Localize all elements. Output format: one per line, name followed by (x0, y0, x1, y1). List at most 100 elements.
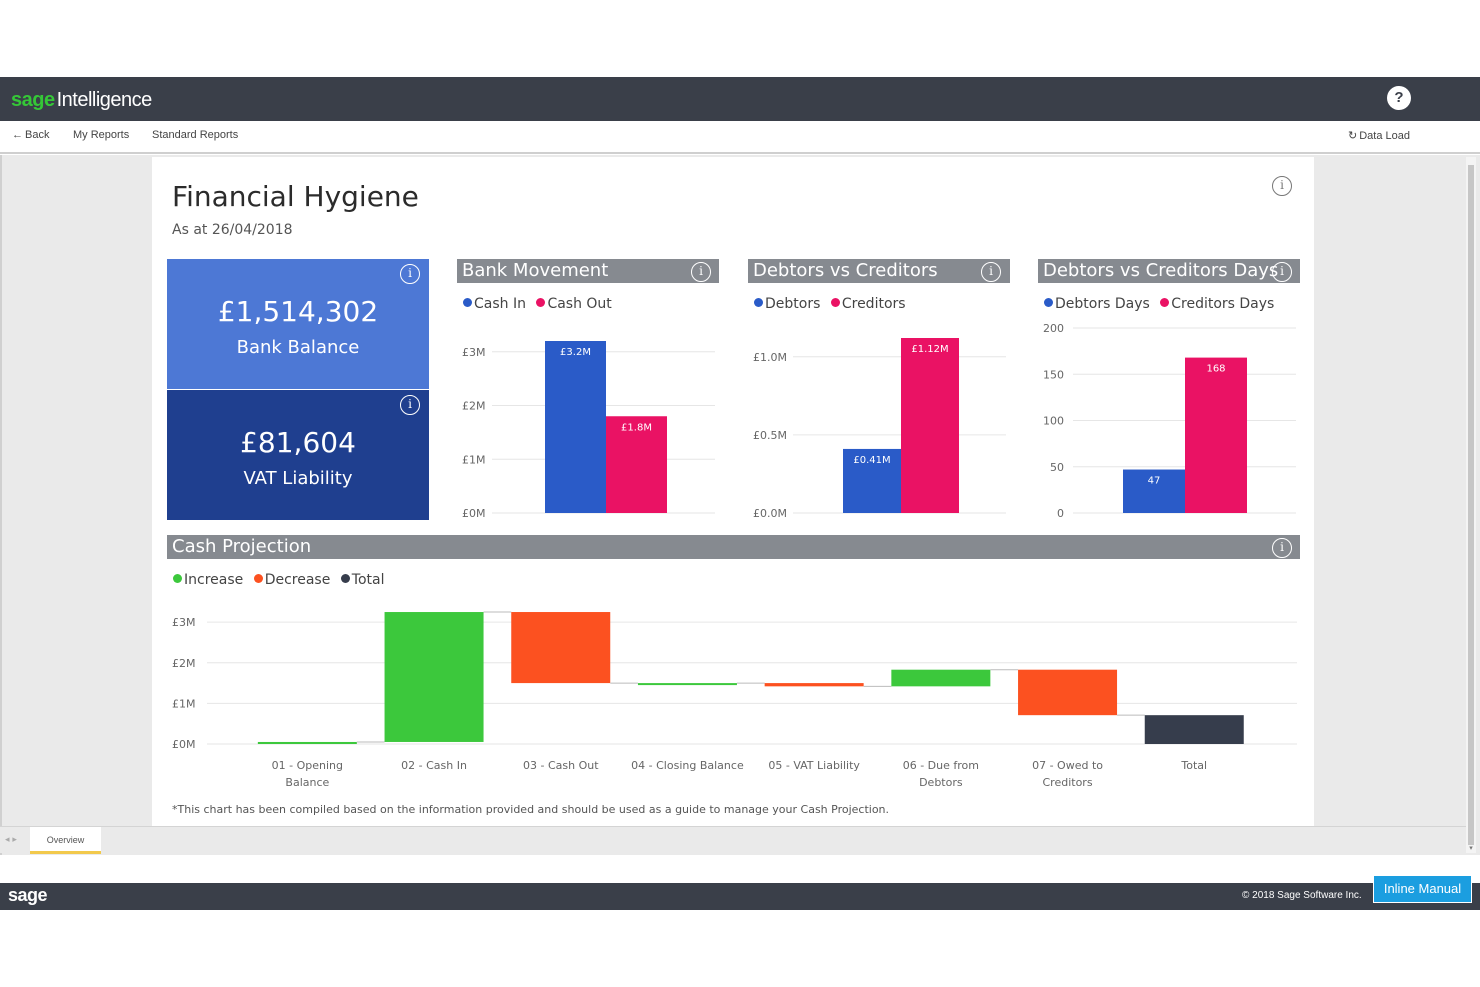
legend-label-total: Total (351, 572, 385, 588)
y-tick-label: £3M (172, 616, 196, 629)
back-link[interactable]: ← Back (12, 129, 49, 141)
x-tick-label: 03 - Cash Out (523, 759, 599, 772)
x-tick-label: 01 - Opening (272, 759, 343, 772)
back-arrow-icon: ← (12, 129, 23, 141)
nav-bar: ← Back My Reports Standard Reports ↻ Data … (0, 121, 1480, 154)
data-label-debtors: £0.41M (853, 455, 890, 466)
y-tick-label: £0.0M (753, 507, 787, 520)
bank-movement-title: Bank Movement (462, 260, 609, 281)
legend-label-debtors-days: Debtors Days (1055, 296, 1150, 312)
debtors-creditors-days-chart: 0 50 100 150 200 47 168 (1043, 322, 1296, 520)
data-label-cash-out: £1.8M (621, 422, 652, 433)
y-tick-label: 200 (1043, 322, 1064, 335)
legend-item-cash-in[interactable]: Cash In (463, 296, 526, 312)
debtors-creditors-chart: £0.0M £0.5M £1.0M £0.41M £1.12M (753, 338, 1006, 520)
brand-product: Intelligence (56, 89, 153, 111)
page-tab-strip: ◂ ▸ Overview (0, 826, 1466, 854)
legend-dot-decrease (253, 574, 263, 583)
bar-debtors (843, 448, 901, 513)
cash-projection-chart: £0M £1M £2M £3M 01 - Opening Balance 02 - Cash… (172, 611, 1297, 789)
copyright-text: © 2018 Sage Software Inc. (1242, 890, 1362, 901)
x-tick-label: 06 - Due from (903, 759, 979, 772)
cash-projection-header: Cash Projection (167, 535, 1300, 559)
legend-item-decrease[interactable]: Decrease (253, 572, 330, 588)
waterfall-bar-04-closing-balance (637, 683, 737, 686)
legend-label-creditors-days: Creditors Days (1171, 296, 1275, 312)
debtors-creditors-info-icon[interactable]: i (981, 262, 1001, 282)
bank-balance-value: £1,514,302 (217, 295, 379, 328)
legend-label-cash-out: Cash Out (547, 296, 612, 312)
legend-item-debtors[interactable]: Debtors (754, 296, 820, 312)
waterfall-bar-05-vat-liability (764, 683, 864, 687)
vat-liability-value: £81,604 (240, 426, 356, 459)
data-load-button[interactable]: ↻ Data Load (1348, 129, 1410, 142)
scrollbar-thumb[interactable] (1468, 165, 1474, 845)
x-tick-label: 02 - Cash In (401, 759, 467, 772)
legend-dot-debtors-days (1044, 298, 1053, 307)
back-label: Back (25, 129, 50, 141)
data-label-cash-in: £3.2M (560, 347, 591, 358)
y-tick-label: £0M (462, 507, 486, 520)
report-title: Financial Hygiene (172, 180, 419, 213)
bar-creditors (901, 338, 959, 513)
bank-movement-header: Bank Movement (457, 259, 719, 283)
bank-balance-info-icon[interactable]: i (400, 264, 420, 284)
legend-dot-cash-out (536, 298, 546, 307)
scroll-down-arrow-icon[interactable]: ▾ (1469, 844, 1473, 852)
legend-label-debtors: Debtors (765, 296, 821, 312)
inline-manual-button[interactable]: Inline Manual (1373, 875, 1472, 903)
brand-sage: sage (11, 89, 55, 111)
y-tick-label: £0M (172, 738, 196, 751)
y-tick-label: 0 (1057, 507, 1064, 520)
x-tick-label: Debtors (919, 776, 963, 789)
bank-movement-info-icon[interactable]: i (691, 262, 711, 282)
debtors-creditors-days-info-icon[interactable]: i (1272, 262, 1292, 282)
legend-dot-creditors (830, 298, 840, 307)
my-reports-link[interactable]: My Reports (73, 129, 130, 141)
legend-item-debtors-days[interactable]: Debtors Days (1044, 296, 1150, 312)
refresh-icon: ↻ (1348, 130, 1358, 142)
legend-item-creditors-days[interactable]: Creditors Days (1160, 296, 1274, 312)
bar-debtors-days (1123, 469, 1185, 513)
cash-projection-legend: Increase Decrease Total (173, 572, 391, 588)
report-date: As at 26/04/2018 (172, 222, 293, 238)
x-tick-label: Balance (285, 776, 329, 789)
vat-liability-info-icon[interactable]: i (400, 395, 420, 415)
bank-movement-legend: Cash In Cash Out (463, 296, 618, 312)
legend-item-increase[interactable]: Increase (173, 572, 243, 588)
tab-overview[interactable]: Overview (30, 827, 101, 854)
footer-bar: sage © 2018 Sage Software Inc. (0, 883, 1480, 910)
legend-item-creditors[interactable]: Creditors (830, 296, 906, 312)
waterfall-bar-total (1144, 715, 1244, 744)
vat-liability-tile: £81,604 VAT Liability (167, 390, 429, 520)
tab-scroll-arrows-icon[interactable]: ◂ ▸ (5, 835, 17, 845)
x-tick-label: Creditors (1043, 776, 1093, 789)
debtors-creditors-days-title: Debtors vs Creditors Days (1043, 260, 1279, 281)
cash-projection-info-icon[interactable]: i (1272, 538, 1292, 558)
waterfall-bar-02-cash-in (384, 612, 484, 742)
bank-movement-chart: £0M £1M £2M £3M £3.2M £1.8M (462, 341, 715, 520)
y-tick-label: £1.0M (753, 351, 787, 364)
x-tick-label: 07 - Owed to (1032, 759, 1103, 772)
legend-label-cash-in: Cash In (474, 296, 526, 312)
y-tick-label: £3M (462, 346, 486, 359)
legend-item-total[interactable]: Total (340, 572, 385, 588)
y-tick-label: £2M (462, 400, 486, 413)
bank-balance-label: Bank Balance (236, 337, 360, 358)
debtors-creditors-legend: Debtors Creditors (754, 296, 912, 312)
brand-logo[interactable]: sage Intelligence (11, 87, 152, 112)
vertical-scrollbar[interactable] (1466, 157, 1476, 853)
standard-reports-link[interactable]: Standard Reports (152, 129, 239, 141)
data-label-debtors-days: 47 (1148, 476, 1161, 487)
report-info-icon[interactable]: i (1272, 176, 1292, 196)
legend-item-cash-out[interactable]: Cash Out (536, 296, 612, 312)
legend-dot-cash-in (463, 298, 472, 307)
waterfall-bar-03-cash-out (511, 612, 611, 684)
bank-balance-tile: £1,514,302 Bank Balance (167, 259, 429, 389)
help-button[interactable]: ? (1387, 86, 1411, 110)
bar-cash-in (545, 341, 606, 513)
data-label-creditors-days: 168 (1206, 364, 1225, 375)
y-tick-label: £1M (172, 697, 196, 710)
legend-label-increase: Increase (184, 572, 244, 588)
data-label-creditors: £1.12M (911, 344, 948, 355)
